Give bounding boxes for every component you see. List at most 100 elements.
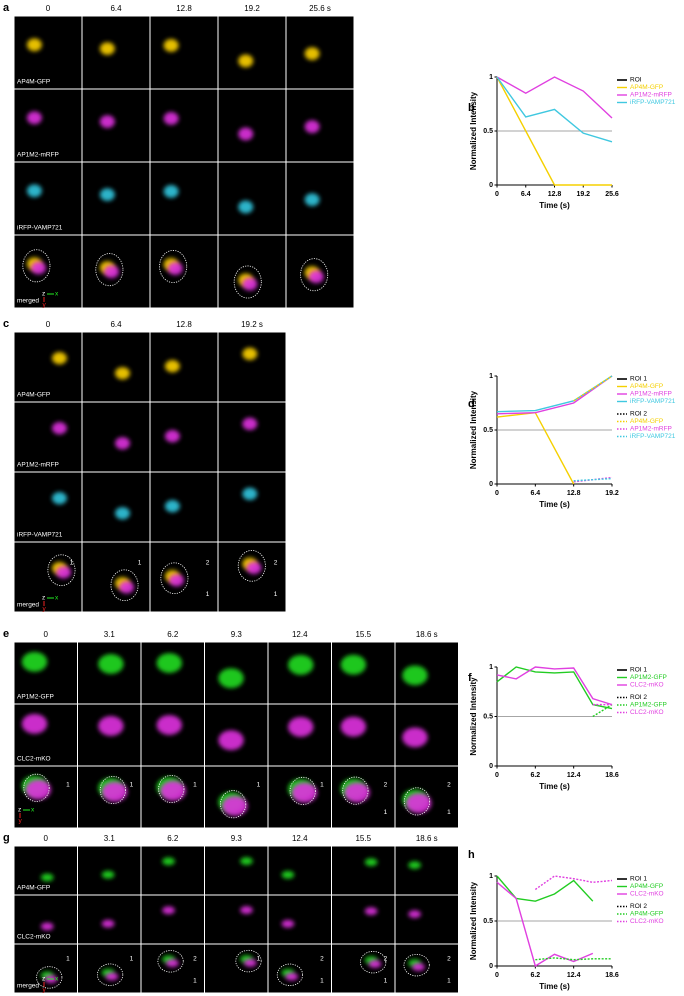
fluorescence-signal (402, 727, 428, 748)
fluorescence-signal (218, 730, 244, 751)
data-line (573, 375, 613, 402)
fluorescence-signal (408, 861, 421, 870)
channel-label: CLC2-mKO (17, 756, 51, 763)
fluorescence-signal (291, 782, 318, 803)
micrograph (394, 894, 459, 945)
fluorescence-signal (119, 581, 135, 594)
time-label: 0 (44, 834, 49, 843)
fluorescence-signal (243, 958, 257, 967)
legend-title: ROI 2 (630, 903, 647, 910)
axis-glyph: y (43, 302, 47, 309)
channel-label: merged (17, 602, 39, 609)
fluorescence-signal (412, 963, 425, 971)
fluorescence-signal (408, 910, 421, 919)
micrograph (140, 641, 205, 705)
x-axis-label: Time (s) (539, 201, 570, 210)
micrograph (81, 331, 151, 403)
fluorescence-signal (285, 972, 299, 981)
micrograph (77, 845, 142, 896)
time-label: 6.2 (167, 834, 179, 843)
fluorescence-signal (115, 507, 131, 520)
fluorescence-signal (166, 959, 179, 968)
micrograph (394, 943, 459, 994)
channel-label: iRFP-VAMP721 (17, 225, 63, 232)
micrograph (285, 234, 355, 309)
micrograph (331, 641, 396, 705)
data-line (535, 957, 612, 961)
fluorescence-signal (246, 561, 262, 575)
image-panel: g 0 3.1 6.2 9.3 12.4 15.5 18.6 s AP4M-GFP CLC2-mK… (3, 832, 459, 994)
panel-letter: b (468, 102, 475, 114)
fluorescence-signal (101, 870, 115, 879)
y-tick-label: 0 (489, 963, 493, 970)
micrograph (285, 15, 355, 90)
fluorescence-signal (218, 668, 244, 689)
micrograph (13, 15, 83, 90)
roi-outline (95, 253, 124, 287)
micrograph (77, 894, 142, 945)
axis-glyph: z (18, 807, 21, 814)
time-label: 6.4 (110, 4, 122, 13)
axis-glyph: x (55, 595, 59, 602)
fluorescence-signal (288, 654, 314, 675)
legend-label: AP4M-GFP (630, 883, 663, 890)
micrograph (81, 88, 151, 163)
legend-label: AP1M2-GFP (630, 674, 667, 681)
roi-outline (360, 950, 387, 974)
channel-label: merged (17, 298, 39, 305)
fluorescence-signal (105, 972, 119, 981)
y-axis-label: Normalized Intensity (469, 91, 478, 170)
fluorescence-signal (160, 780, 186, 801)
time-label: 3.1 (104, 834, 116, 843)
roi-outline (99, 775, 126, 805)
micrograph (13, 541, 83, 613)
x-tick-label: 0 (495, 490, 499, 497)
micrograph (217, 88, 287, 163)
micrograph (217, 161, 287, 236)
x-tick-label: 12.8 (548, 191, 562, 198)
y-axis-label: Normalized Intensity (469, 390, 478, 469)
micrograph (217, 401, 287, 473)
micrograph (217, 471, 287, 543)
micrograph (13, 641, 78, 705)
micrograph (13, 471, 83, 543)
x-tick-label: 18.6 (605, 772, 619, 779)
data-line (496, 76, 612, 186)
x-tick-label: 6.4 (530, 490, 540, 497)
axis-glyph: x (55, 976, 59, 983)
fluorescence-signal (26, 111, 42, 125)
roi-label: 1 (320, 781, 324, 788)
x-tick-label: 6.2 (530, 972, 540, 979)
fluorescence-signal (26, 38, 42, 52)
x-tick-label: 6.2 (530, 772, 540, 779)
x-tick-label: 19.2 (605, 490, 619, 497)
micrograph (217, 15, 287, 90)
time-label: 3.1 (104, 630, 116, 639)
fluorescence-signal (98, 654, 124, 674)
legend-label: AP1M2-mRFP (630, 92, 672, 99)
micrograph (149, 234, 219, 309)
x-tick-label: 19.2 (576, 191, 590, 198)
channel-label: AP1M2-mRFP (17, 462, 59, 469)
legend-label: AP4M-GFP (630, 84, 663, 91)
time-label: 19.2 (244, 4, 260, 13)
time-label: 0 (46, 4, 51, 13)
fluorescence-signal (304, 120, 320, 134)
micrograph (394, 845, 459, 896)
micrograph (13, 331, 83, 403)
fluorescence-signal (240, 906, 253, 915)
roi-label: 1 (447, 809, 451, 816)
time-label: 12.8 (176, 4, 192, 13)
panel-letter: c (3, 318, 9, 330)
micrograph (81, 541, 151, 613)
time-label: 18.6 s (416, 834, 438, 843)
data-line (496, 666, 613, 710)
legend-label: AP4M-GFP (630, 418, 663, 425)
roi-label: 1 (193, 977, 197, 984)
channel-label: AP1M2-GFP (17, 694, 54, 701)
time-label: 15.5 (355, 630, 371, 639)
fluorescence-signal (364, 858, 378, 867)
roi-label: 1 (130, 955, 134, 962)
data-line (573, 477, 613, 482)
data-line (592, 704, 613, 718)
